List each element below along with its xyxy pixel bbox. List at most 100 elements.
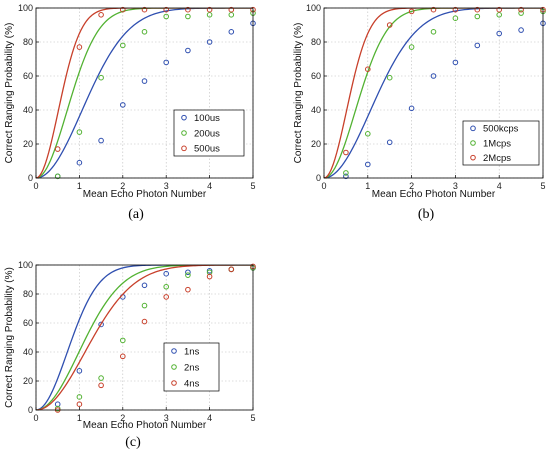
- data-point-1Mcps: [474, 13, 481, 20]
- legend-label: 1ns: [184, 346, 200, 357]
- y-axis-label: Correct Ranging Probability (%): [4, 23, 15, 164]
- data-point-1Mcps: [343, 170, 349, 176]
- y-axis-label: Correct Ranging Probability (%): [4, 267, 15, 408]
- x-tick-label: 5: [250, 181, 255, 191]
- x-tick-label: 4: [207, 413, 212, 423]
- x-tick-label: 2: [409, 181, 414, 191]
- legend-marker-500kcps: [470, 125, 476, 132]
- data-point-2ns: [76, 394, 83, 400]
- plot-frame: [35, 7, 254, 179]
- y-tick-label: 100: [18, 260, 33, 270]
- data-point-100us: [185, 47, 191, 54]
- legend-box: [163, 342, 220, 392]
- data-point-2Mcps: [343, 149, 349, 156]
- x-tick-label: 5: [540, 181, 545, 191]
- x-tick-label: 2: [120, 413, 125, 423]
- legend: 500kcps 1Mcps 2Mcps: [462, 120, 540, 166]
- legend-marker-1ns: [171, 348, 177, 354]
- data-point-2Mcps: [452, 6, 459, 13]
- data-point-500us: [120, 6, 126, 13]
- data-point-200us: [120, 42, 126, 49]
- data-point-500kcps: [386, 139, 393, 146]
- data-point-1ns: [76, 368, 83, 374]
- data-point-2Mcps: [365, 66, 371, 72]
- panel-label: (c): [125, 435, 141, 450]
- x-tick-label: 1: [77, 413, 82, 423]
- data-point-4ns: [185, 286, 191, 293]
- data-point-2Mcps: [474, 6, 481, 13]
- y-tick-label: 60: [23, 318, 33, 328]
- x-axis-label: Mean Echo Photon Number: [83, 189, 207, 200]
- data-point-1Mcps: [430, 29, 437, 35]
- data-point-200us: [141, 29, 148, 35]
- chart-panel-c: 0 1 2 3 4 5 0 20 40 60 80 100 1ns 2ns 4ns Mean Echo Pho…: [4, 260, 256, 450]
- y-tick-label: 20: [23, 376, 33, 386]
- data-point-2Mcps: [386, 22, 393, 28]
- y-tick-label: 80: [23, 289, 33, 299]
- data-point-2Mcps: [408, 8, 415, 15]
- legend-marker-2Mcps: [470, 154, 476, 161]
- x-tick-label: 3: [453, 181, 458, 191]
- data-point-500kcps: [430, 73, 437, 79]
- x-axis-label: Mean Echo Photon Number: [372, 189, 496, 200]
- data-point-1ns: [185, 269, 191, 276]
- x-tick-label: 3: [164, 413, 169, 423]
- y-tick-label: 40: [23, 347, 33, 357]
- data-point-200us: [54, 173, 61, 180]
- data-point-500kcps: [496, 30, 503, 37]
- y-tick-label: 60: [23, 71, 33, 81]
- x-tick-label: 5: [250, 413, 255, 423]
- y-axis-label: Correct Ranging Probability (%): [293, 23, 304, 164]
- data-point-200us: [163, 13, 169, 20]
- y-tick-label: 40: [311, 105, 321, 115]
- legend-marker-500us: [181, 145, 187, 152]
- y-tick-label: 0: [28, 173, 33, 183]
- data-point-500us: [141, 6, 148, 13]
- data-point-200us: [98, 74, 104, 81]
- x-tick-label: 2: [120, 181, 125, 191]
- data-point-100us: [120, 102, 126, 108]
- legend-box: [173, 109, 245, 157]
- y-tick-label: 100: [306, 3, 321, 13]
- y-tick-label: 80: [23, 37, 33, 47]
- data-point-1Mcps: [408, 44, 415, 50]
- x-axis-label: Mean Echo Photon Number: [83, 420, 207, 431]
- y-tick-label: 0: [316, 173, 321, 183]
- data-point-200us: [206, 12, 213, 18]
- x-tick-label: 4: [207, 181, 212, 191]
- data-point-2Mcps: [518, 6, 524, 13]
- data-point-1Mcps: [452, 15, 459, 22]
- data-point-100us: [141, 78, 148, 84]
- data-point-4ns: [228, 266, 235, 273]
- data-point-4ns: [163, 294, 169, 300]
- legend: 100us 200us 500us: [173, 109, 245, 157]
- x-tick-label: 0: [33, 413, 38, 423]
- data-point-4ns: [206, 273, 213, 280]
- legend-label: 200us: [194, 128, 220, 139]
- legend-label: 500kcps: [483, 124, 519, 135]
- data-point-2Mcps: [496, 6, 503, 13]
- legend-marker-100us: [181, 114, 187, 121]
- series-line-2Mcps: [324, 8, 543, 178]
- data-point-4ns: [98, 382, 104, 389]
- data-point-100us: [98, 137, 104, 144]
- legend-marker-200us: [181, 130, 187, 136]
- data-point-100us: [76, 159, 83, 166]
- data-point-500us: [76, 44, 83, 50]
- y-tick-label: 0: [28, 405, 33, 415]
- legend-label: 500us: [194, 144, 220, 155]
- data-point-1ns: [141, 282, 148, 289]
- data-point-500us: [228, 6, 235, 13]
- x-tick-label: 1: [77, 181, 82, 191]
- x-tick-label: 3: [164, 181, 169, 191]
- data-point-200us: [185, 13, 191, 20]
- data-point-500kcps: [408, 105, 415, 112]
- data-point-500us: [163, 6, 169, 13]
- panel-label: (a): [128, 207, 144, 222]
- legend-marker-4ns: [171, 380, 177, 386]
- legend-marker-2ns: [171, 364, 177, 370]
- legend: 1ns 2ns 4ns: [163, 342, 220, 392]
- legend-marker-1Mcps: [470, 140, 476, 146]
- data-point-2Mcps: [430, 6, 437, 13]
